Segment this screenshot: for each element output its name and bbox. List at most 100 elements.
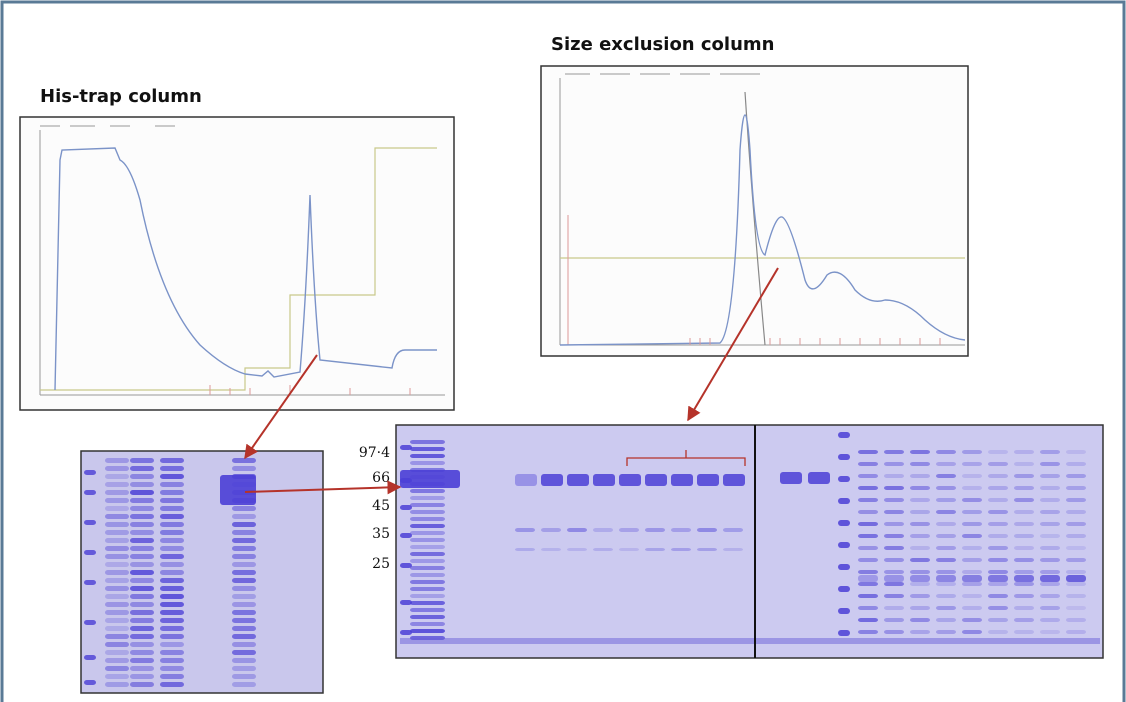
- gel-band: [232, 570, 256, 575]
- gel-band: [130, 658, 154, 663]
- gel-band: [232, 626, 256, 631]
- gel-band: [130, 682, 154, 687]
- gel-band: [988, 546, 1008, 550]
- gel-band: [884, 575, 904, 582]
- gel-band: [105, 474, 129, 479]
- gel-band: [232, 658, 256, 663]
- gel-band: [130, 650, 154, 655]
- gel-band: [1040, 594, 1060, 598]
- gel-band: [988, 474, 1008, 478]
- gel-band: [936, 575, 956, 582]
- gel-band: [410, 489, 445, 493]
- gel-band: [232, 562, 256, 567]
- gel-band: [105, 618, 129, 623]
- gel-band: [1066, 606, 1086, 610]
- gel-band: [619, 474, 641, 486]
- gel-band: [936, 618, 956, 622]
- gel-band: [1040, 570, 1060, 574]
- gel-band: [1040, 486, 1060, 490]
- gel-band: [884, 522, 904, 526]
- gel-band: [723, 474, 745, 486]
- gel-band: [105, 530, 129, 535]
- gel-band: [1066, 534, 1086, 538]
- gel-band: [988, 618, 1008, 622]
- gel-band: [410, 517, 445, 521]
- gel-band: [936, 462, 956, 466]
- gel-band: [160, 474, 184, 479]
- gel-band: [1040, 606, 1060, 610]
- gel-band: [645, 548, 665, 551]
- gel-band: [130, 466, 154, 471]
- gel-band: [936, 498, 956, 502]
- gel-band: [962, 594, 982, 598]
- gel-band: [1066, 498, 1086, 502]
- gel-band: [515, 528, 535, 532]
- gel-band: [1040, 510, 1060, 514]
- gel-band: [410, 531, 445, 535]
- gel-band: [988, 570, 1008, 574]
- gel-band: [105, 514, 129, 519]
- gel-band: [160, 458, 184, 463]
- gel-band: [105, 666, 129, 671]
- gel-band: [130, 610, 154, 615]
- gel-band: [936, 630, 956, 634]
- gel-band: [400, 533, 412, 538]
- gel-band: [1014, 575, 1034, 582]
- gel-band: [593, 548, 613, 551]
- gel-band: [410, 566, 445, 570]
- gel-band: [130, 642, 154, 647]
- gel-band: [910, 474, 930, 478]
- gel-band: [1040, 582, 1060, 586]
- gel-band: [232, 466, 256, 471]
- gel-band: [232, 666, 256, 671]
- gel-band: [697, 528, 717, 532]
- gel-band: [232, 586, 256, 591]
- gel-band: [160, 626, 184, 631]
- gel-band: [232, 514, 256, 519]
- gel-band: [130, 554, 154, 559]
- gel-band: [884, 546, 904, 550]
- gel-band: [410, 629, 445, 633]
- gel-band: [84, 680, 96, 685]
- gel-band: [910, 594, 930, 598]
- gel-band: [232, 546, 256, 551]
- gel-band: [232, 554, 256, 559]
- gel-band: [130, 482, 154, 487]
- gel-band: [988, 558, 1008, 562]
- gel-band: [723, 548, 743, 551]
- gel-band: [84, 550, 96, 555]
- gel-band: [697, 474, 719, 486]
- gel-band: [160, 514, 184, 519]
- gel-band: [160, 666, 184, 671]
- gel-band: [593, 474, 615, 486]
- gel-band: [884, 618, 904, 622]
- gel-band: [232, 578, 256, 583]
- gel-band: [1014, 474, 1034, 478]
- gel-band: [160, 562, 184, 567]
- size-exclusion-chromatogram: [540, 65, 969, 357]
- gel-band: [962, 575, 982, 582]
- gel-band: [105, 482, 129, 487]
- marker-label: 45: [372, 498, 390, 514]
- gel-band: [105, 626, 129, 631]
- gel-band: [541, 548, 561, 551]
- gel-band: [130, 674, 154, 679]
- gel-band: [130, 594, 154, 599]
- gel-band: [962, 606, 982, 610]
- gel-band: [910, 534, 930, 538]
- gel-band: [84, 580, 96, 585]
- gel-band: [232, 642, 256, 647]
- gel-band: [671, 528, 691, 532]
- gel-band: [838, 564, 850, 570]
- gel-band: [910, 486, 930, 490]
- gel-band: [567, 474, 589, 486]
- gel-band: [400, 630, 412, 635]
- gel-band: [1040, 498, 1060, 502]
- gel-band: [858, 498, 878, 502]
- gel-band: [567, 548, 587, 551]
- gel-band: [884, 582, 904, 586]
- gel-band: [130, 514, 154, 519]
- gel-band: [160, 682, 184, 687]
- gel-band: [105, 458, 129, 463]
- gel-band: [988, 486, 1008, 490]
